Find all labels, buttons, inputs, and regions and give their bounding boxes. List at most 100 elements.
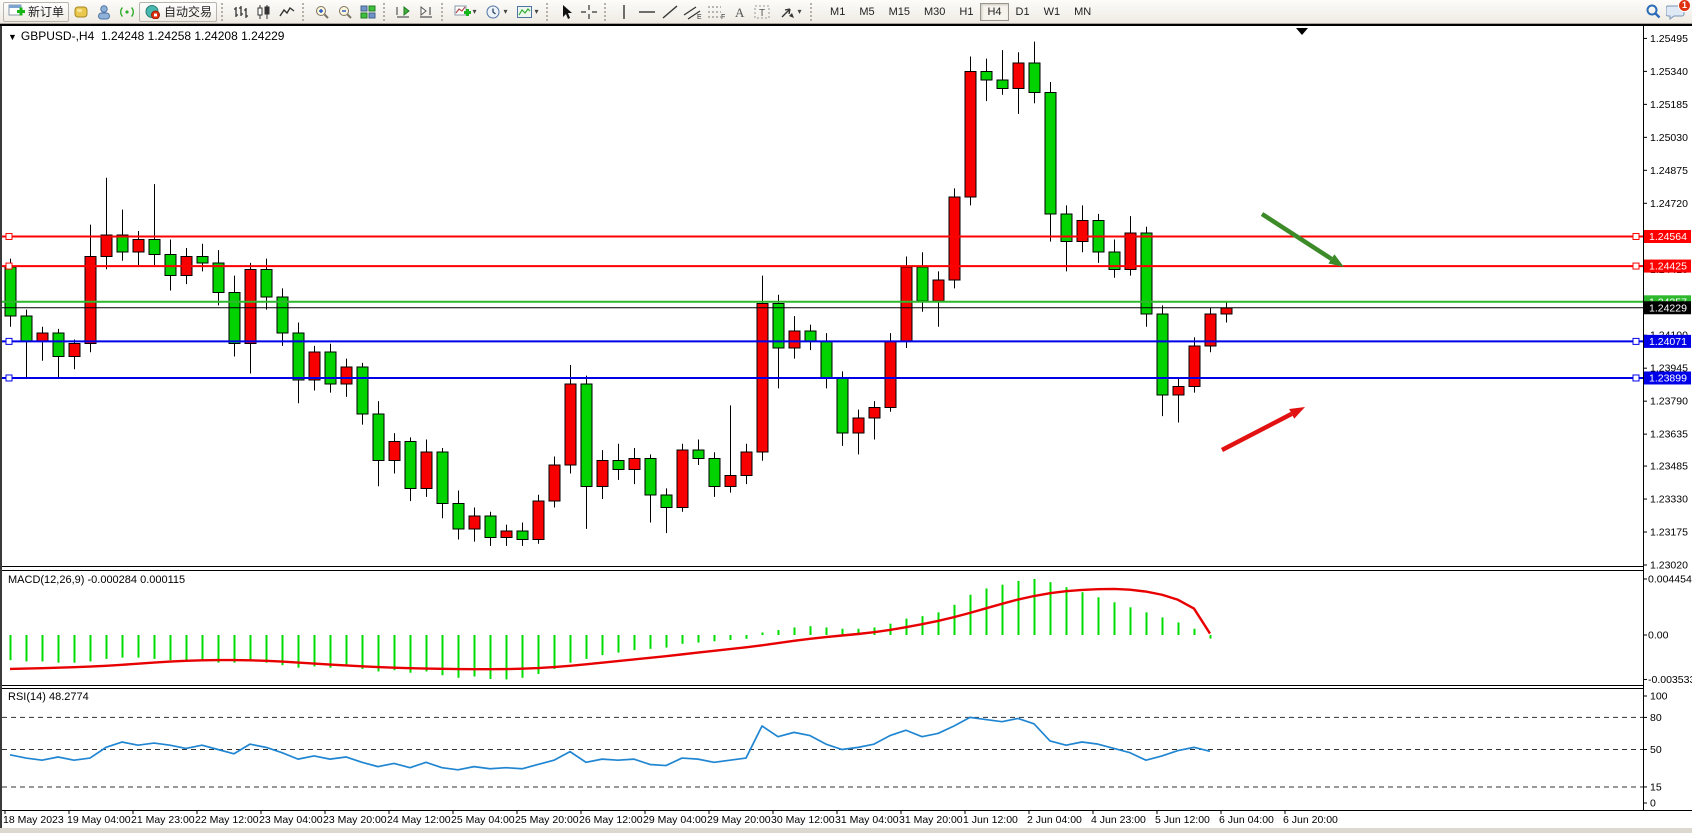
timeframe-button-M5[interactable]: M5 xyxy=(859,5,875,18)
price-tick-label: 1.23635 xyxy=(1650,429,1688,441)
time-tick-label: 29 May 20:00 xyxy=(707,814,771,826)
tile-windows-button[interactable] xyxy=(357,2,379,22)
candle-body xyxy=(852,417,865,434)
equidistant-channel-tool-button[interactable]: E xyxy=(682,2,704,22)
hline-handle[interactable] xyxy=(5,374,13,382)
svg-text:F: F xyxy=(721,14,725,20)
zoom-out-button[interactable] xyxy=(334,2,356,22)
candle-body xyxy=(260,268,273,298)
crosshair-icon xyxy=(581,4,598,19)
rsi-tick-label: 50 xyxy=(1650,744,1662,756)
timeframe-button-W1[interactable]: W1 xyxy=(1043,5,1061,18)
svg-text:A: A xyxy=(735,5,745,20)
hline-handle[interactable] xyxy=(1632,374,1640,382)
toolbar-grip xyxy=(546,2,551,21)
auto-scroll-button[interactable] xyxy=(392,2,414,22)
candle-body xyxy=(1076,219,1089,243)
add-indicator-button[interactable]: ▾ xyxy=(450,2,480,22)
time-tick-label: 23 May 04:00 xyxy=(259,814,323,826)
price-tick-label: 1.25185 xyxy=(1650,99,1688,111)
toolbar-grip xyxy=(441,2,446,21)
timeframe-button-M30[interactable]: M30 xyxy=(924,5,946,18)
template-button[interactable]: ▾ xyxy=(512,2,542,22)
arrows-tool-icon xyxy=(781,7,794,18)
candle-body xyxy=(84,255,97,345)
candle-body xyxy=(804,330,817,343)
chat-button[interactable]: 1 xyxy=(1665,0,1691,22)
cursor-tool-button[interactable] xyxy=(555,2,577,22)
period-button[interactable]: ▾ xyxy=(481,2,511,22)
hline-handle[interactable] xyxy=(1632,337,1640,345)
candle-body xyxy=(436,451,449,504)
trendline-tool-button[interactable] xyxy=(659,2,681,22)
hline-handle[interactable] xyxy=(1632,232,1640,240)
candle-body xyxy=(196,255,209,264)
svg-text:1.23899: 1.23899 xyxy=(1649,372,1687,384)
line-chart-type-button[interactable] xyxy=(276,2,298,22)
zoom-out-icon xyxy=(339,5,352,19)
signals-button[interactable] xyxy=(116,2,138,22)
green-down-arrow-object[interactable] xyxy=(1260,212,1344,267)
red-up-arrow-object[interactable] xyxy=(1220,407,1305,452)
candle-body xyxy=(372,413,385,462)
candle-body xyxy=(740,451,753,477)
toolbar-grip xyxy=(604,2,609,21)
time-tick-label: 19 May 04:00 xyxy=(67,814,131,826)
zoom-in-button[interactable] xyxy=(311,2,333,22)
chart-shift-button[interactable] xyxy=(415,2,437,22)
candle-body xyxy=(500,530,513,538)
hline-handle[interactable] xyxy=(5,232,13,240)
price-tick-label: 1.25340 xyxy=(1650,66,1688,78)
text-label-tool-button[interactable]: T xyxy=(751,2,773,22)
text-tool-button[interactable]: A xyxy=(728,2,750,22)
candle-body xyxy=(628,458,641,470)
rsi-tick-label: 80 xyxy=(1650,712,1662,724)
time-tick-label: 1 Jun 12:00 xyxy=(963,814,1018,826)
candle-body xyxy=(52,332,65,357)
time-tick-label: 23 May 20:00 xyxy=(323,814,387,826)
chart-shift-marker-icon[interactable] xyxy=(1296,28,1308,35)
candle-body xyxy=(1124,232,1137,270)
time-tick-label: 18 May 2023 xyxy=(3,814,64,826)
metaeditor-button[interactable] xyxy=(70,2,92,22)
candle-body xyxy=(932,279,945,302)
timeframe-button-M1[interactable]: M1 xyxy=(830,5,846,18)
price-chart-svg[interactable]: 1.25495 1.25340 1.25185 1.25030 1.24875 1.247… xyxy=(0,24,1692,833)
candle-body xyxy=(820,341,833,379)
vertical-line-tool-button[interactable] xyxy=(613,2,635,22)
timeframe-button-MN[interactable]: MN xyxy=(1074,5,1092,18)
timeframe-group: M1 M5 M15 M30 H1 H4 D1 W1 MN xyxy=(823,2,1098,21)
price-tick-label: 1.25495 xyxy=(1650,33,1688,45)
candle-body xyxy=(292,332,305,381)
price-tick-label: 1.23175 xyxy=(1650,527,1688,539)
hline-handle[interactable] xyxy=(5,262,13,270)
horizontal-line-tool-button[interactable] xyxy=(636,2,658,22)
autotrade-button[interactable]: 自动交易 xyxy=(139,1,218,22)
candle-body xyxy=(1108,251,1121,270)
candle-body xyxy=(100,234,113,257)
candlestick-type-button[interactable] xyxy=(253,2,275,22)
timeframe-button-H1[interactable]: H1 xyxy=(959,5,974,18)
timeframe-button-D1[interactable]: D1 xyxy=(1015,5,1030,18)
crosshair-tool-button[interactable] xyxy=(578,2,600,22)
timeframe-button-H4[interactable]: H4 xyxy=(980,2,1009,21)
candle-body xyxy=(116,234,129,253)
market-watch-button[interactable] xyxy=(93,2,115,22)
candle-body xyxy=(20,315,33,343)
candle-body xyxy=(532,500,545,540)
search-button[interactable] xyxy=(1642,2,1664,22)
signal-icon xyxy=(120,6,134,17)
bar-chart-type-button[interactable] xyxy=(230,2,252,22)
candle-body xyxy=(900,266,913,343)
hline-handle[interactable] xyxy=(5,337,13,345)
new-order-button[interactable]: 新订单 xyxy=(3,1,70,22)
hline-handle[interactable] xyxy=(1632,262,1640,270)
clock-icon xyxy=(486,5,500,18)
candle-body xyxy=(644,458,657,496)
arrows-tool-button[interactable]: ▾ xyxy=(774,2,806,22)
price-tick-label: 1.24875 xyxy=(1650,165,1688,177)
symbol-dropdown-icon[interactable]: ▼ xyxy=(8,32,17,42)
svg-text:T: T xyxy=(759,8,765,19)
fibonacci-tool-button[interactable]: F xyxy=(705,2,727,22)
timeframe-button-M15[interactable]: M15 xyxy=(888,5,910,18)
